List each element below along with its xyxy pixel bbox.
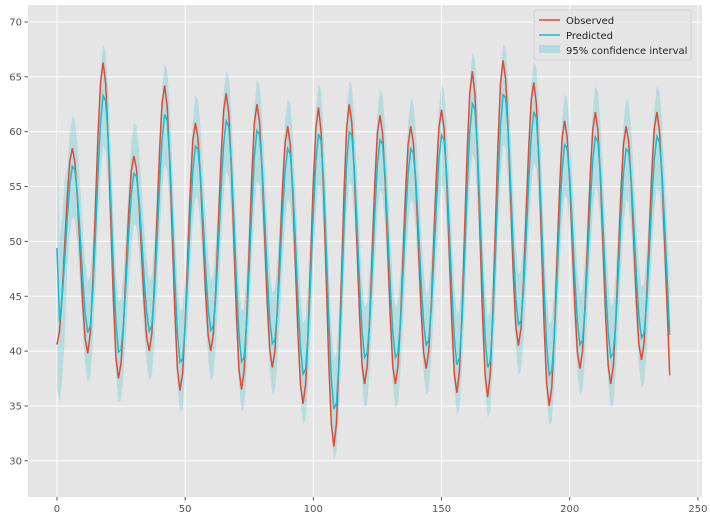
y-tick-label: 65 [9, 72, 22, 83]
y-tick-label: 50 [9, 237, 22, 248]
legend-ci-label: 95% confidence interval [566, 46, 687, 57]
y-tick-label: 70 [9, 18, 22, 29]
legend-observed-label: Observed [566, 16, 614, 27]
y-tick-label: 55 [9, 182, 22, 193]
x-tick-label: 0 [54, 504, 60, 515]
legend: Observed Predicted 95% confidence interv… [533, 9, 692, 61]
plot-background [28, 5, 702, 497]
x-tick-label: 150 [432, 504, 451, 515]
predicted-line [56, 92, 671, 410]
y-tick-label: 30 [9, 456, 22, 467]
legend-box [533, 9, 692, 61]
legend-predicted-label: Predicted [566, 31, 613, 42]
confidence-interval-band [56, 44, 670, 460]
x-tick-label: 250 [688, 504, 707, 515]
y-tick-label: 60 [9, 127, 22, 138]
y-tick-label: 35 [9, 401, 22, 412]
x-tick-label: 200 [560, 504, 579, 515]
observed-line [56, 60, 671, 447]
x-tick-label: 50 [179, 504, 192, 515]
y-tick-label: 40 [9, 347, 22, 358]
tick-labels: 0 50 100 150 200 250 30 35 40 45 50 55 60 65 70 [9, 18, 707, 515]
grid [28, 5, 702, 497]
x-tick-label: 100 [304, 504, 323, 515]
y-tick-label: 45 [9, 292, 22, 303]
legend-ci-swatch [539, 45, 560, 53]
